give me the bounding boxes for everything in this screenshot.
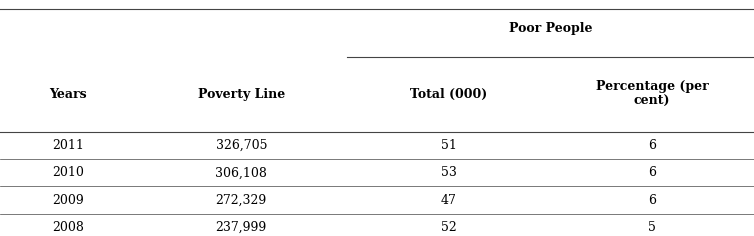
Text: 6: 6 bbox=[648, 194, 656, 206]
Text: 51: 51 bbox=[440, 139, 457, 152]
Text: 53: 53 bbox=[440, 166, 457, 179]
Text: Poor People: Poor People bbox=[509, 22, 592, 35]
Text: Poverty Line: Poverty Line bbox=[198, 88, 285, 101]
Text: 47: 47 bbox=[440, 194, 457, 206]
Text: 6: 6 bbox=[648, 139, 656, 152]
Text: 2010: 2010 bbox=[52, 166, 84, 179]
Text: 5: 5 bbox=[648, 221, 656, 234]
Text: 6: 6 bbox=[648, 166, 656, 179]
Text: 2008: 2008 bbox=[52, 221, 84, 234]
Text: 237,999: 237,999 bbox=[216, 221, 267, 234]
Text: Total (000): Total (000) bbox=[410, 88, 487, 101]
Text: 272,329: 272,329 bbox=[216, 194, 267, 206]
Text: 2009: 2009 bbox=[52, 194, 84, 206]
Text: 306,108: 306,108 bbox=[216, 166, 267, 179]
Text: 326,705: 326,705 bbox=[216, 139, 267, 152]
Text: 52: 52 bbox=[441, 221, 456, 234]
Text: Percentage (per
cent): Percentage (per cent) bbox=[596, 80, 709, 108]
Text: Years: Years bbox=[49, 88, 87, 101]
Text: 2011: 2011 bbox=[52, 139, 84, 152]
